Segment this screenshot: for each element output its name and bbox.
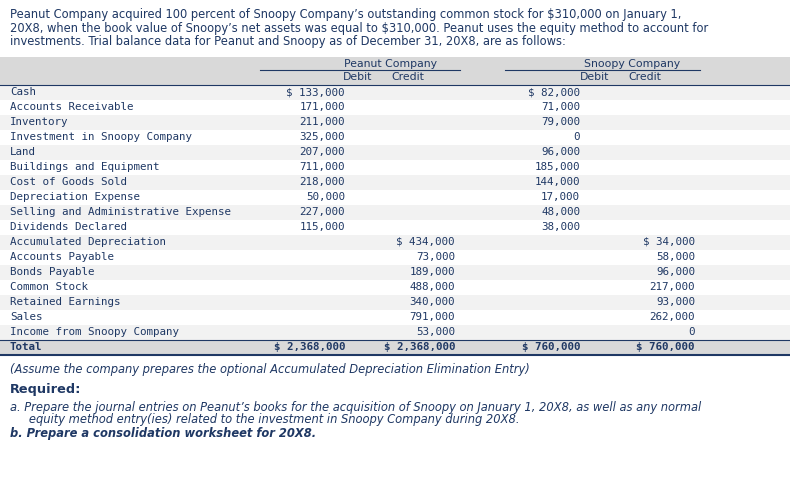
Text: Accounts Receivable: Accounts Receivable [10,102,134,112]
Text: 211,000: 211,000 [299,117,345,127]
Text: 48,000: 48,000 [541,207,580,217]
Text: Debit: Debit [581,72,610,82]
Bar [0,219,790,234]
Bar [0,189,790,204]
Text: Land: Land [10,147,36,157]
Text: Investment in Snoopy Company: Investment in Snoopy Company [10,132,192,142]
Text: $ 2,368,000: $ 2,368,000 [273,342,345,352]
Text: (Assume the company prepares the optional Accumulated Depreciation Elimination E: (Assume the company prepares the optiona… [10,363,530,376]
Text: 711,000: 711,000 [299,162,345,172]
Text: Peanut Company acquired 100 percent of Snoopy Company’s outstanding common stock: Peanut Company acquired 100 percent of S… [10,8,681,21]
Bar [0,280,790,295]
Text: 115,000: 115,000 [299,222,345,232]
Bar [0,310,790,325]
Text: 791,000: 791,000 [409,312,455,322]
Text: Accumulated Depreciation: Accumulated Depreciation [10,237,166,247]
Text: 53,000: 53,000 [416,327,455,337]
Text: 71,000: 71,000 [541,102,580,112]
Text: 171,000: 171,000 [299,102,345,112]
Text: Debit: Debit [343,72,372,82]
Text: $ 760,000: $ 760,000 [521,342,580,352]
Text: investments. Trial balance data for Peanut and Snoopy as of December 31, 20X8, a: investments. Trial balance data for Pean… [10,35,566,48]
Text: Peanut Company: Peanut Company [344,59,437,69]
Bar [0,115,790,129]
Text: $ 133,000: $ 133,000 [287,87,345,97]
Text: Credit: Credit [629,72,661,82]
Text: Snoopy Company: Snoopy Company [585,59,680,69]
Text: 50,000: 50,000 [306,192,345,202]
Text: Dividends Declared: Dividends Declared [10,222,127,232]
Text: 73,000: 73,000 [416,252,455,262]
Text: 217,000: 217,000 [649,282,695,292]
Text: Buildings and Equipment: Buildings and Equipment [10,162,160,172]
Text: 189,000: 189,000 [409,267,455,277]
Text: 38,000: 38,000 [541,222,580,232]
Text: Cash: Cash [10,87,36,97]
Text: 227,000: 227,000 [299,207,345,217]
Bar [0,249,790,265]
Bar [0,85,790,100]
Bar [0,204,790,219]
Text: Depreciation Expense: Depreciation Expense [10,192,140,202]
Bar [0,100,790,115]
Text: Inventory: Inventory [10,117,69,127]
Text: Accounts Payable: Accounts Payable [10,252,114,262]
Bar [0,144,790,159]
Bar [0,159,790,174]
Text: 0: 0 [574,132,580,142]
Text: Selling and Administrative Expense: Selling and Administrative Expense [10,207,231,217]
Text: 218,000: 218,000 [299,177,345,187]
Text: 96,000: 96,000 [541,147,580,157]
Text: 0: 0 [689,327,695,337]
Text: 17,000: 17,000 [541,192,580,202]
Bar [0,129,790,144]
Text: 340,000: 340,000 [409,297,455,307]
Text: 79,000: 79,000 [541,117,580,127]
Text: Required:: Required: [10,382,81,395]
Text: 96,000: 96,000 [656,267,695,277]
Text: 58,000: 58,000 [656,252,695,262]
Text: 144,000: 144,000 [535,177,580,187]
Text: 93,000: 93,000 [656,297,695,307]
Bar [0,325,790,340]
Text: 185,000: 185,000 [535,162,580,172]
Bar [0,234,790,249]
Text: 488,000: 488,000 [409,282,455,292]
Text: Total: Total [10,342,43,352]
Text: $ 34,000: $ 34,000 [643,237,695,247]
Text: Cost of Goods Sold: Cost of Goods Sold [10,177,127,187]
Text: Bonds Payable: Bonds Payable [10,267,95,277]
Text: $ 82,000: $ 82,000 [528,87,580,97]
Text: Common Stock: Common Stock [10,282,88,292]
Text: a. Prepare the journal entries on Peanut’s books for the acquisition of Snoopy o: a. Prepare the journal entries on Peanut… [10,400,702,413]
Text: 325,000: 325,000 [299,132,345,142]
Text: b. Prepare a consolidation worksheet for 20X8.: b. Prepare a consolidation worksheet for… [10,426,316,439]
Text: Credit: Credit [391,72,424,82]
Text: Retained Earnings: Retained Earnings [10,297,121,307]
Text: 207,000: 207,000 [299,147,345,157]
Bar [0,340,790,355]
Bar [0,265,790,280]
Text: 20X8, when the book value of Snoopy’s net assets was equal to $310,000. Peanut u: 20X8, when the book value of Snoopy’s ne… [10,22,709,35]
Text: 262,000: 262,000 [649,312,695,322]
Bar [0,174,790,189]
Text: Sales: Sales [10,312,43,322]
Text: $ 760,000: $ 760,000 [637,342,695,352]
Text: $ 2,368,000: $ 2,368,000 [383,342,455,352]
Text: Income from Snoopy Company: Income from Snoopy Company [10,327,179,337]
Text: equity method entry(ies) related to the investment in Snoopy Company during 20X8: equity method entry(ies) related to the … [18,413,520,426]
Text: $ 434,000: $ 434,000 [397,237,455,247]
Bar [0,57,790,85]
Bar [0,295,790,310]
